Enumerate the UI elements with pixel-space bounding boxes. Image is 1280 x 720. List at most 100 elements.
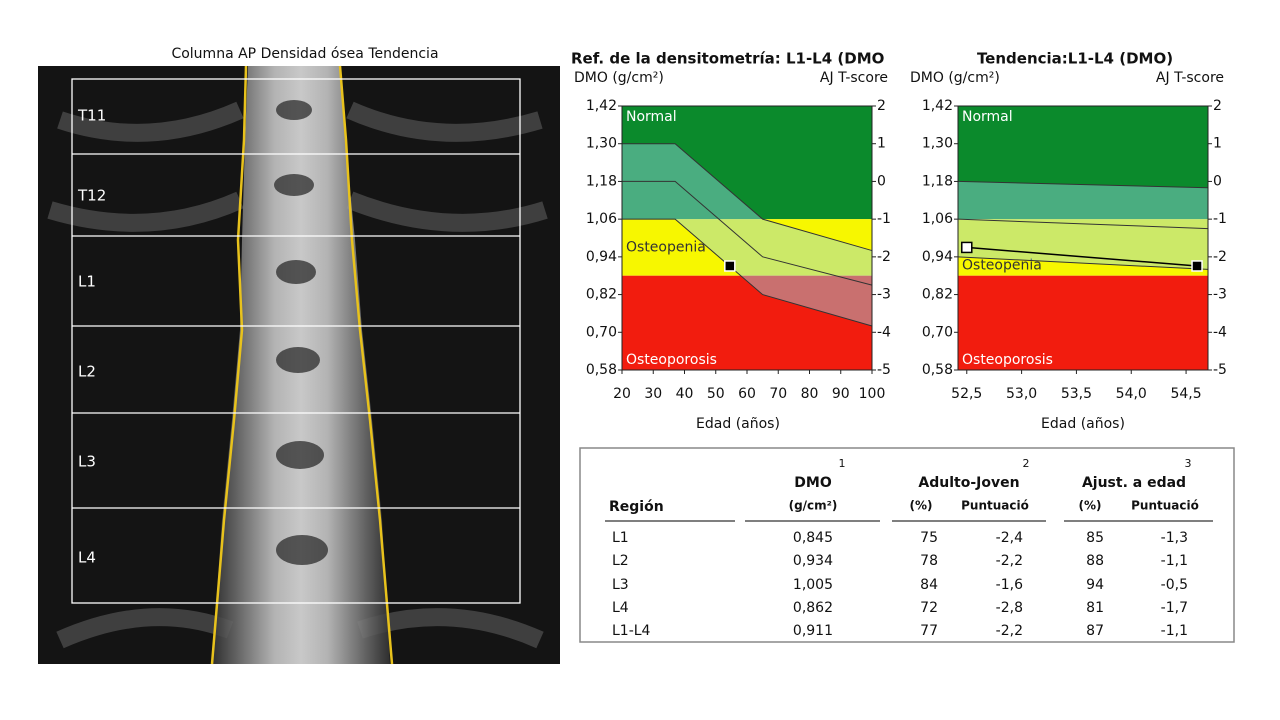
reference-line — [622, 218, 873, 327]
plot-frame — [957, 105, 1209, 371]
y-tick-label: 0,70 — [586, 324, 617, 340]
table-cell: L1-L4 — [612, 623, 651, 639]
zone — [622, 275, 872, 370]
scan-image: Columna AP Densidad ósea Tendencia — [38, 46, 560, 665]
x-tick-label: 53,5 — [1061, 386, 1092, 402]
reference-band — [958, 181, 1208, 270]
zone-label: Normal — [962, 109, 1013, 125]
zone-label: Normal — [626, 109, 677, 125]
x-tick-label: 90 — [832, 386, 850, 402]
table-cell: 0,911 — [793, 623, 833, 639]
y-tick-label: 0,94 — [922, 249, 953, 265]
x-tick-label: 60 — [738, 386, 756, 402]
reference-line — [622, 180, 873, 286]
y2-tick-label: -3 — [877, 287, 891, 303]
x-axis-label: Edad (años) — [696, 416, 780, 432]
y2-tick-label: -3 — [1213, 287, 1227, 303]
table-cell: 0,934 — [793, 553, 833, 569]
y-tick-label: 0,58 — [922, 362, 953, 378]
x-tick-label: 52,5 — [951, 386, 982, 402]
sub-header: (g/cm²) — [789, 499, 838, 513]
zone-label: Osteopenia — [962, 258, 1042, 274]
y-tick-label: 1,42 — [586, 98, 617, 114]
y2-tick-label: 1 — [877, 136, 886, 152]
sub-header: Puntuació — [1131, 499, 1199, 513]
header-note: 3 — [1185, 457, 1192, 470]
x-axis-label: Edad (años) — [1041, 416, 1125, 432]
y2-tick-label: 1 — [1213, 136, 1222, 152]
reference-line — [957, 256, 1209, 270]
x-tick-label: 54,5 — [1170, 386, 1201, 402]
table-cell: -2,8 — [996, 600, 1023, 616]
y2-axis-label: AJ T-score — [820, 70, 888, 86]
x-tick-label: 100 — [859, 386, 886, 402]
y2-tick-label: -4 — [1213, 324, 1227, 340]
chart-title: Tendencia:L1-L4 (DMO) — [977, 50, 1173, 68]
table-cell: L3 — [612, 577, 629, 593]
group-header: Ajust. a edad — [1082, 475, 1186, 491]
table-cell: 1,005 — [793, 577, 833, 593]
table-cell: 77 — [920, 623, 938, 639]
table-cell: -1,7 — [1161, 600, 1188, 616]
data-point — [1191, 260, 1203, 272]
sub-header: (%) — [1079, 499, 1102, 513]
vertebra-label: L4 — [78, 549, 96, 567]
y-tick-label: 0,82 — [586, 287, 617, 303]
x-tick-label: 30 — [644, 386, 662, 402]
x-tick-label: 53,0 — [1006, 386, 1037, 402]
y2-tick-label: -1 — [1213, 211, 1227, 227]
table-cell: 0,862 — [793, 600, 833, 616]
table-cell: -2,2 — [996, 553, 1023, 569]
y-axis-label: DMO (g/cm²) — [910, 70, 1000, 86]
image-title: Columna AP Densidad ósea Tendencia — [171, 46, 438, 62]
reference-line — [957, 180, 1209, 189]
reference-line — [957, 218, 1209, 230]
table-cell: 0,845 — [793, 530, 833, 546]
x-tick-label: 50 — [707, 386, 725, 402]
sub-header: (%) — [910, 499, 933, 513]
y2-tick-label: 0 — [1213, 173, 1222, 189]
table-cell: 88 — [1086, 553, 1104, 569]
sub-header: Región — [609, 499, 664, 515]
results-table: DMO 1 Adulto-Joven 2 Ajust. a edad 3 Región (g/… — [579, 447, 1235, 643]
y2-tick-label: 2 — [1213, 98, 1222, 114]
y2-tick-label: 0 — [877, 173, 886, 189]
table-cell: -1,3 — [1161, 530, 1188, 546]
y-tick-label: 0,94 — [586, 249, 617, 265]
y-tick-label: 0,70 — [922, 324, 953, 340]
trend-line — [966, 246, 1198, 267]
table-cell: 78 — [920, 553, 938, 569]
y-tick-label: 1,30 — [922, 136, 953, 152]
y-tick-label: 1,18 — [922, 173, 953, 189]
header-note: 2 — [1023, 457, 1030, 470]
table-cell: L2 — [612, 553, 629, 569]
zone-label: Osteoporosis — [626, 352, 717, 368]
data-point — [724, 260, 736, 272]
zone — [622, 219, 872, 276]
y2-tick-label: -2 — [1213, 249, 1227, 265]
data-point — [961, 241, 973, 254]
zone-label: Osteoporosis — [962, 352, 1053, 368]
x-tick-label: 70 — [769, 386, 787, 402]
table-cell: 75 — [920, 530, 938, 546]
vertebra-label: L1 — [78, 273, 96, 291]
table-cell: -1,6 — [996, 577, 1023, 593]
y-tick-label: 1,42 — [922, 98, 953, 114]
table-cell: -1,1 — [1161, 623, 1188, 639]
vertebra-label: T12 — [77, 187, 106, 205]
y2-tick-label: -5 — [1213, 362, 1227, 378]
y-tick-label: 0,82 — [922, 287, 953, 303]
reference-line — [622, 143, 873, 252]
zone — [958, 275, 1208, 370]
vertebra-label: L3 — [78, 453, 96, 471]
header-note: 1 — [839, 457, 846, 470]
y2-tick-label: -5 — [877, 362, 891, 378]
y-tick-label: 1,30 — [586, 136, 617, 152]
zone — [958, 219, 1208, 276]
table-cell: -2,4 — [996, 530, 1023, 546]
table-cell: -1,1 — [1161, 553, 1188, 569]
group-header: DMO — [794, 475, 832, 491]
x-tick-label: 54,0 — [1116, 386, 1147, 402]
zone — [622, 106, 872, 220]
